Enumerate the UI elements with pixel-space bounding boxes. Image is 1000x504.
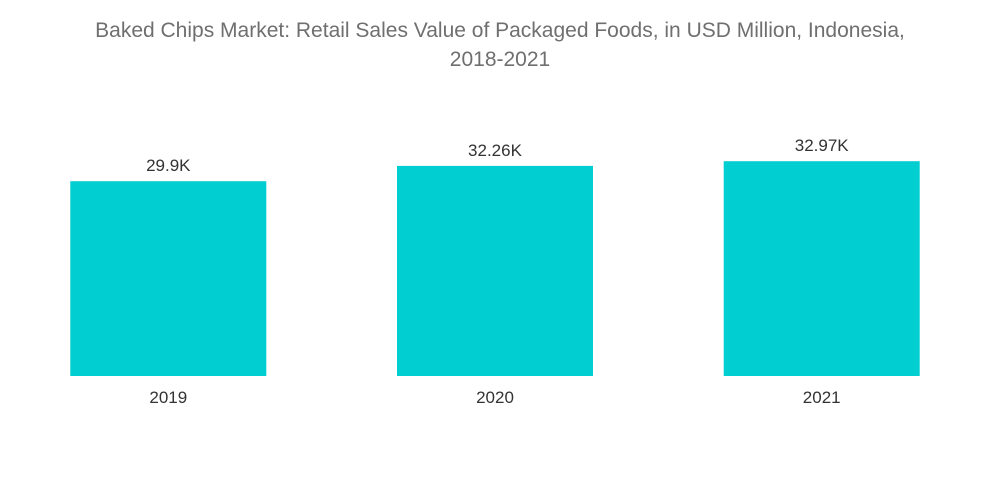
data-label-2019: 29.9K <box>146 156 191 175</box>
x-tick-label-2021: 2021 <box>803 388 841 407</box>
bar-2021 <box>723 161 920 376</box>
chart-title: Baked Chips Market: Retail Sales Value o… <box>0 16 1000 74</box>
bar-2020 <box>397 165 593 376</box>
x-tick-label-2020: 2020 <box>476 388 514 407</box>
data-label-2020: 32.26K <box>468 141 523 160</box>
chart-title-line-2: 2018-2021 <box>449 48 551 71</box>
bar-2019 <box>70 181 267 376</box>
x-tick-label-2019: 2019 <box>149 388 187 407</box>
chart-title-line-1: Baked Chips Market: Retail Sales Value o… <box>95 19 905 42</box>
data-label-2021: 32.97K <box>795 136 850 155</box>
